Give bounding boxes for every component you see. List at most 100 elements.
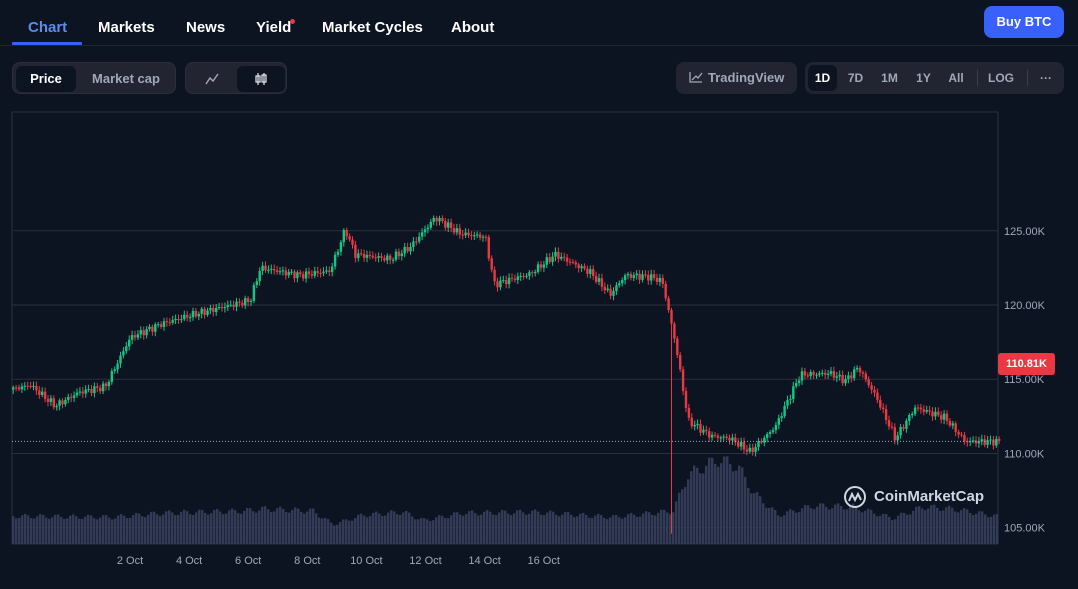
range-all-button[interactable]: All bbox=[948, 71, 964, 85]
volume-bar bbox=[876, 516, 879, 544]
candle-body bbox=[673, 323, 676, 339]
candlestick-button[interactable] bbox=[237, 66, 285, 92]
buy-btc-button[interactable]: Buy BTC bbox=[984, 6, 1064, 38]
volume-bar bbox=[732, 471, 735, 544]
tab-news[interactable]: News bbox=[186, 19, 226, 36]
volume-bar bbox=[522, 512, 525, 544]
volume-bar bbox=[327, 519, 330, 544]
log-scale-button[interactable]: LOG bbox=[988, 71, 1014, 85]
volume-bar bbox=[258, 510, 261, 544]
candle-body bbox=[641, 274, 644, 280]
active-tab-indicator bbox=[12, 42, 82, 45]
candle-body bbox=[687, 407, 691, 418]
price-chart[interactable]: 125.00K 120.00K 115.00K 110.00K 105.00K 2 Oc… bbox=[0, 100, 1078, 589]
candle-body bbox=[418, 236, 421, 242]
candle-body bbox=[699, 423, 702, 433]
volume-bar bbox=[249, 508, 252, 544]
volume-bar bbox=[918, 506, 921, 544]
chart-style-toggle bbox=[185, 62, 287, 94]
market-cap-tab[interactable]: Market cap bbox=[92, 71, 160, 86]
volume-bar bbox=[18, 517, 21, 544]
candle-body bbox=[455, 228, 459, 233]
candle-body bbox=[577, 264, 580, 269]
volume-bar bbox=[738, 465, 741, 544]
y-axis-labels: 125.00K 120.00K 115.00K 110.00K 105.00K bbox=[1004, 226, 1046, 535]
candle-body bbox=[423, 229, 427, 233]
volume-bar bbox=[384, 515, 387, 544]
tradingview-button[interactable]: TradingView bbox=[676, 62, 797, 94]
candle-body bbox=[664, 283, 667, 299]
more-options-button[interactable]: ··· bbox=[1040, 71, 1052, 85]
volume-bar bbox=[357, 514, 360, 544]
volume-bar bbox=[321, 518, 324, 544]
range-1d-button[interactable]: 1D bbox=[808, 65, 837, 91]
volume-bar bbox=[909, 514, 912, 544]
candle-body bbox=[84, 389, 87, 394]
volume-bar bbox=[264, 506, 267, 544]
volume-bar bbox=[498, 512, 501, 544]
candle-body bbox=[609, 288, 612, 296]
volume-bar bbox=[666, 512, 669, 544]
candle-body bbox=[928, 410, 931, 412]
volume-bar bbox=[873, 513, 876, 544]
volume-bar bbox=[915, 506, 918, 544]
volume-bar bbox=[792, 510, 795, 544]
candle-body bbox=[545, 257, 548, 265]
candle-body bbox=[165, 321, 169, 323]
volume-bar bbox=[747, 487, 750, 544]
candle-body bbox=[400, 253, 403, 257]
tab-markets[interactable]: Markets bbox=[98, 19, 155, 36]
volume-bar bbox=[561, 514, 564, 544]
volume-bar bbox=[756, 492, 759, 544]
volume-bar bbox=[78, 518, 81, 544]
volume-bar bbox=[471, 510, 474, 544]
volume-bar bbox=[690, 471, 693, 544]
candle-body bbox=[113, 369, 116, 371]
volume-bar bbox=[435, 517, 438, 544]
volume-bar bbox=[558, 516, 561, 544]
candle-body bbox=[940, 415, 943, 420]
volume-bar bbox=[588, 517, 591, 544]
volume-bar bbox=[504, 510, 507, 544]
candle-body bbox=[29, 386, 32, 388]
candle-body bbox=[142, 330, 145, 336]
candle-body bbox=[345, 229, 348, 237]
candle-body bbox=[702, 429, 705, 433]
candle-body bbox=[383, 257, 386, 261]
line-chart-button[interactable] bbox=[189, 66, 235, 92]
volume-bar bbox=[483, 511, 486, 544]
candle-body bbox=[896, 435, 899, 441]
candle-body bbox=[244, 298, 247, 306]
range-1y-button[interactable]: 1Y bbox=[916, 71, 931, 85]
candle-body bbox=[815, 374, 818, 376]
candle-body bbox=[365, 255, 369, 258]
candle-body bbox=[931, 411, 934, 417]
volume-bar bbox=[579, 513, 582, 544]
range-1m-button[interactable]: 1M bbox=[881, 71, 898, 85]
tab-about[interactable]: About bbox=[451, 19, 495, 36]
range-7d-button[interactable]: 7D bbox=[847, 71, 864, 85]
candle-body bbox=[647, 274, 650, 281]
candle-body bbox=[75, 392, 79, 396]
volume-bar bbox=[372, 512, 375, 544]
tab-chart[interactable]: Chart bbox=[28, 19, 68, 36]
top-nav: Chart Markets News Yield Market Cycles A… bbox=[0, 0, 1078, 46]
candle-body bbox=[133, 335, 137, 338]
volume-bar bbox=[405, 510, 408, 544]
candle-body bbox=[278, 271, 282, 273]
candle-body bbox=[328, 270, 331, 272]
candle-body bbox=[23, 385, 26, 387]
price-tab[interactable]: Price bbox=[16, 66, 76, 92]
volume-bar bbox=[603, 517, 606, 544]
volume-bar bbox=[774, 510, 777, 544]
candle-body bbox=[855, 367, 859, 370]
volume-bar bbox=[654, 515, 657, 544]
range-divider bbox=[977, 70, 978, 86]
candle-body bbox=[357, 253, 360, 259]
volume-bar bbox=[729, 464, 732, 544]
volume-bar bbox=[234, 510, 237, 544]
candle-body bbox=[215, 308, 218, 312]
candle-body bbox=[783, 405, 786, 417]
tab-yield[interactable]: Yield bbox=[256, 19, 292, 36]
tab-market-cycles[interactable]: Market Cycles bbox=[322, 19, 423, 36]
